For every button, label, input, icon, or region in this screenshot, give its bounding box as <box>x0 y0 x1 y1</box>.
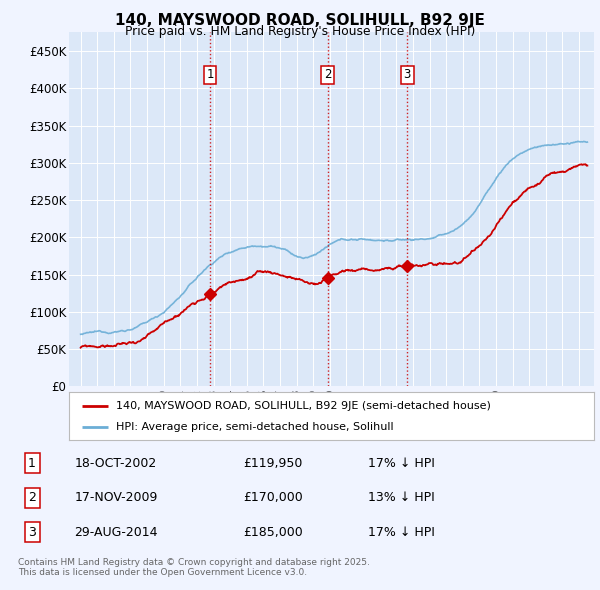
Text: 1: 1 <box>28 457 36 470</box>
Text: 2: 2 <box>28 491 36 504</box>
Text: £119,950: £119,950 <box>244 457 303 470</box>
Text: £185,000: £185,000 <box>244 526 304 539</box>
Text: Contains HM Land Registry data © Crown copyright and database right 2025.
This d: Contains HM Land Registry data © Crown c… <box>18 558 370 577</box>
Text: 13% ↓ HPI: 13% ↓ HPI <box>368 491 434 504</box>
Text: Price paid vs. HM Land Registry's House Price Index (HPI): Price paid vs. HM Land Registry's House … <box>125 25 475 38</box>
Text: 140, MAYSWOOD ROAD, SOLIHULL, B92 9JE: 140, MAYSWOOD ROAD, SOLIHULL, B92 9JE <box>115 13 485 28</box>
Text: 18-OCT-2002: 18-OCT-2002 <box>74 457 157 470</box>
Text: 29-AUG-2014: 29-AUG-2014 <box>74 526 158 539</box>
Text: 2: 2 <box>324 68 332 81</box>
Text: 3: 3 <box>28 526 36 539</box>
Text: 17-NOV-2009: 17-NOV-2009 <box>74 491 158 504</box>
Text: 17% ↓ HPI: 17% ↓ HPI <box>368 457 434 470</box>
Text: 1: 1 <box>206 68 214 81</box>
Text: 140, MAYSWOOD ROAD, SOLIHULL, B92 9JE (semi-detached house): 140, MAYSWOOD ROAD, SOLIHULL, B92 9JE (s… <box>116 401 491 411</box>
Text: £170,000: £170,000 <box>244 491 304 504</box>
Text: 17% ↓ HPI: 17% ↓ HPI <box>368 526 434 539</box>
Text: HPI: Average price, semi-detached house, Solihull: HPI: Average price, semi-detached house,… <box>116 422 394 432</box>
Text: 3: 3 <box>404 68 411 81</box>
